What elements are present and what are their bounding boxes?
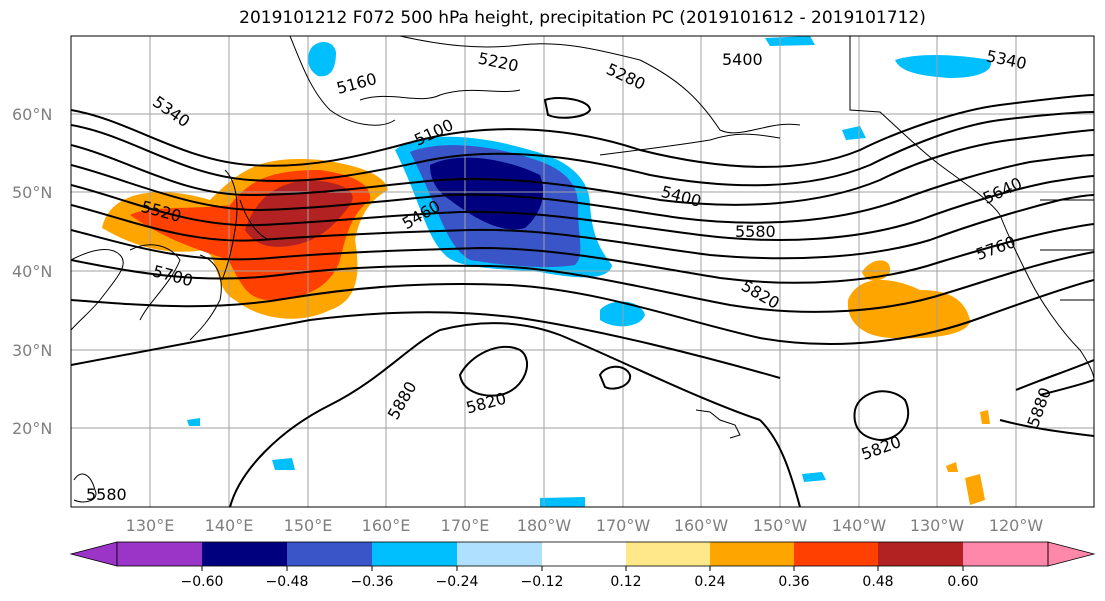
colorbar-label-minus-0-48: −0.48 [266, 574, 309, 590]
colorbar-bin-8 [710, 542, 794, 566]
colorbar-label-minus-0-60: −0.60 [181, 574, 224, 590]
negative-anomaly-south-3 [802, 472, 826, 482]
lat-label-30n: 30°N [12, 341, 52, 360]
colorbar-bin-7 [626, 542, 710, 566]
colorbar-bin-11 [963, 542, 1048, 566]
contour-label-5400-top: 5400 [722, 50, 763, 69]
colorbar-label-minus-0-24: −0.24 [436, 574, 479, 590]
colorbar: −0.60 −0.48 −0.36 −0.24 −0.12 0.12 0.24 … [69, 541, 1096, 590]
lat-label-60n: 60°N [12, 105, 52, 124]
height-contours [71, 94, 1094, 507]
lon-label-170w: 170°W [596, 516, 651, 535]
graticule [71, 36, 1094, 507]
lon-label-150w: 150°W [753, 516, 808, 535]
contour-label-5580: 5580 [735, 222, 776, 241]
lon-label-140w: 140°W [832, 516, 887, 535]
lon-label-160e: 160°E [362, 516, 411, 535]
colorbar-bin-9 [794, 542, 878, 566]
positive-anomaly-japan-core [245, 180, 353, 247]
colorbar-bin-6 [542, 542, 626, 566]
lat-label-40n: 40°N [12, 262, 52, 281]
colorbar-bin-1 [117, 542, 202, 566]
colorbar-bin-3 [287, 542, 372, 566]
colorbar-label-0-24: 0.24 [694, 574, 725, 590]
lon-label-160w: 160°W [674, 516, 729, 535]
negative-anomaly-south-2 [540, 497, 585, 507]
longitude-labels: 130°E 140°E 150°E 160°E 170°E 180°W 170°… [126, 516, 1044, 535]
lon-label-130w: 130°W [910, 516, 965, 535]
negative-anomaly-alaska [842, 126, 866, 140]
lon-label-170e: 170°E [441, 516, 490, 535]
colorbar-label-0-48: 0.48 [862, 574, 893, 590]
colorbar-left-extension [69, 541, 118, 567]
contour-label-5580-southwest: 5580 [86, 485, 127, 504]
colorbar-label-0-60: 0.60 [947, 574, 978, 590]
negative-anomaly-north-3 [895, 55, 991, 78]
colorbar-label-0-36: 0.36 [778, 574, 809, 590]
negative-anomaly-pacific-core [430, 157, 544, 230]
colorbar-bin-5 [457, 542, 542, 566]
negative-anomaly-south-1 [272, 458, 295, 470]
colorbar-bin-2 [202, 542, 287, 566]
colorbar-label-0-12: 0.12 [610, 574, 641, 590]
latitude-labels: 60°N 50°N 40°N 30°N 20°N [12, 105, 52, 438]
lon-label-140e: 140°E [205, 516, 254, 535]
lon-label-180w: 180°W [517, 516, 572, 535]
negative-anomaly-south-4 [187, 418, 200, 426]
colorbar-right-extension [1047, 541, 1096, 567]
map-frame [70, 35, 1095, 508]
negative-anomaly-north-1 [308, 42, 336, 77]
lat-label-20n: 20°N [12, 419, 52, 438]
colorbar-bin-4 [372, 542, 457, 566]
map-panel: 5160 5220 5280 5400 5340 5340 5100 5520 … [71, 36, 1094, 507]
negative-anomaly-north-2 [765, 36, 815, 46]
lon-label-120w: 120°W [989, 516, 1044, 535]
positive-anomaly-south-1 [965, 474, 985, 505]
colorbar-ticks [201, 566, 964, 571]
map-title: 2019101212 F072 500 hPa height, precipit… [239, 8, 926, 28]
lon-label-150e: 150°E [284, 516, 333, 535]
positive-anomaly-south-2 [946, 462, 958, 472]
colorbar-label-minus-0-36: −0.36 [351, 574, 394, 590]
positive-anomaly-south-3 [980, 410, 990, 424]
lat-label-50n: 50°N [12, 183, 52, 202]
colorbar-bin-10 [878, 542, 963, 566]
colorbar-label-minus-0-12: −0.12 [521, 574, 564, 590]
precipitation-shading [102, 36, 991, 507]
colorbar-frame [116, 541, 1049, 567]
lon-label-130e: 130°E [126, 516, 175, 535]
